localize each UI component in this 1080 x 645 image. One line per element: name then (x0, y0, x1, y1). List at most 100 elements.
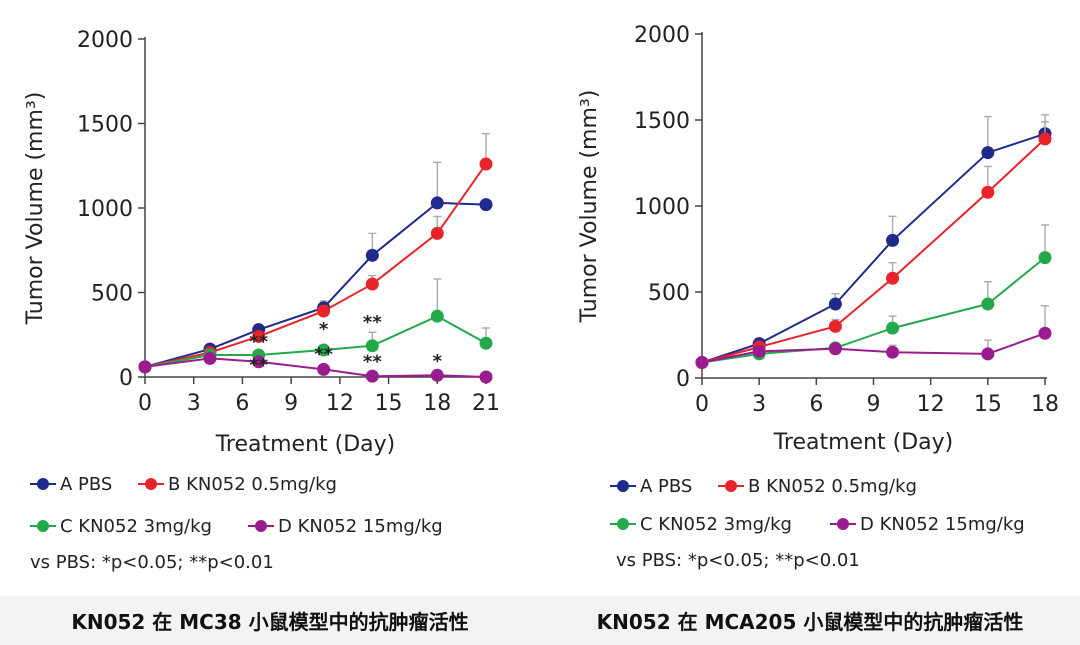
significance-marker: ** (249, 355, 268, 376)
legend-marker (145, 478, 157, 490)
x-tick-label: 6 (809, 392, 823, 417)
x-tick-label: 3 (187, 391, 201, 416)
legend-item-c: C KN052 3mg/kg (30, 516, 212, 537)
data-point (479, 198, 493, 212)
data-point (479, 370, 493, 384)
y-tick-label: 1000 (634, 195, 690, 220)
series-line (701, 132, 1046, 364)
data-point (981, 185, 995, 199)
series-a (138, 161, 493, 374)
data-point (203, 351, 217, 365)
legend-item-d: D KN052 15mg/kg (830, 514, 1025, 535)
y-tick-label: 2000 (77, 28, 133, 53)
data-point (1038, 326, 1052, 340)
significance-marker: * (319, 319, 329, 340)
x-tick-label: 0 (695, 392, 709, 417)
data-point (365, 248, 379, 262)
data-point (981, 146, 995, 160)
series-d (138, 351, 493, 384)
caption-mca205: KN052 在 MCA205 小鼠模型中的抗肿瘤活性 (596, 610, 1024, 634)
data-point (886, 321, 900, 335)
data-point (828, 319, 842, 333)
y-tick-label: 0 (119, 366, 133, 391)
legend-marker (37, 520, 49, 532)
data-point (317, 304, 331, 318)
x-tick-label: 0 (138, 391, 152, 416)
data-point (430, 309, 444, 323)
data-point (1038, 132, 1052, 146)
data-point (252, 355, 266, 369)
data-point (981, 297, 995, 311)
legend-marker (725, 480, 737, 492)
legend-label: B KN052 0.5mg/kg (168, 474, 337, 495)
y-tick-label: 2000 (634, 23, 690, 48)
legend-item-b: B KN052 0.5mg/kg (718, 476, 917, 497)
data-point (365, 277, 379, 291)
data-point (1038, 251, 1052, 265)
legend-item-a: A PBS (610, 476, 692, 497)
legend-marker (255, 520, 267, 532)
data-point (317, 343, 331, 357)
data-point (886, 345, 900, 359)
x-tick-label: 15 (375, 391, 403, 416)
significance-note: vs PBS: *p<0.05; **p<0.01 (30, 552, 274, 573)
data-point (479, 157, 493, 171)
data-point (365, 339, 379, 353)
significance-note: vs PBS: *p<0.05; **p<0.01 (616, 550, 860, 571)
legend-label: C KN052 3mg/kg (640, 514, 792, 535)
x-axis-label: Treatment (Day) (215, 432, 396, 457)
data-point (828, 342, 842, 356)
x-tick-label: 15 (974, 392, 1002, 417)
series-line (701, 256, 1046, 364)
x-tick-label: 3 (752, 392, 766, 417)
data-point (479, 336, 493, 350)
y-tick-label: 1500 (77, 113, 133, 138)
series-d (695, 305, 1052, 370)
data-point (317, 362, 331, 376)
y-tick-label: 1500 (634, 109, 690, 134)
x-axis-label: Treatment (Day) (773, 430, 954, 455)
x-tick-label: 12 (326, 391, 354, 416)
series-a (695, 114, 1052, 370)
legend-label: C KN052 3mg/kg (60, 516, 212, 537)
series-b (695, 121, 1052, 370)
legend-label: D KN052 15mg/kg (278, 516, 443, 537)
significance-marker: ** (314, 344, 333, 365)
chart-panel-mca205: 0 500 1000 1500 2000 0 3 6 9 12 15 18 Tumor Volume (… (540, 0, 1080, 596)
data-point (365, 369, 379, 383)
series-line (144, 163, 487, 368)
legend-label: A PBS (640, 476, 692, 497)
caption-mc38: KN052 在 MC38 小鼠模型中的抗肿瘤活性 (71, 610, 469, 634)
y-tick-label: 500 (91, 282, 133, 307)
data-point (828, 297, 842, 311)
significance-marker: * (433, 351, 443, 372)
data-point (430, 226, 444, 240)
x-tick-label: 18 (1031, 392, 1059, 417)
x-tick-label: 6 (235, 391, 249, 416)
legend-marker (37, 478, 49, 490)
data-point (430, 196, 444, 210)
data-point (981, 347, 995, 361)
data-point (886, 233, 900, 247)
y-axis-label: Tumor Volume (mm³) (577, 90, 602, 324)
y-tick-label: 0 (676, 367, 690, 392)
chart-mca205: 0 500 1000 1500 2000 0 3 6 9 12 15 18 Tumor Volume (… (577, 23, 1059, 571)
series-line (701, 138, 1046, 364)
legend-label: B KN052 0.5mg/kg (748, 476, 917, 497)
legend-item-d: D KN052 15mg/kg (248, 516, 443, 537)
significance-marker: ** (249, 331, 268, 352)
x-tick-label: 12 (917, 392, 945, 417)
data-point (252, 329, 266, 343)
series-b (138, 132, 493, 374)
data-point (430, 368, 444, 382)
x-tick-label: 18 (423, 391, 451, 416)
legend-marker (617, 480, 629, 492)
significance-marker: ** (363, 352, 382, 373)
series-line (701, 332, 1046, 364)
legend-label: D KN052 15mg/kg (860, 514, 1025, 535)
legend-item-c: C KN052 3mg/kg (610, 514, 792, 535)
legend-item-a: A PBS (30, 474, 112, 495)
y-axis-label: Tumor Volume (mm³) (23, 92, 48, 326)
chart-panel-mc38: 0 500 1000 1500 2000 0 3 6 9 12 15 18 21 Tumor Volume… (0, 0, 540, 596)
data-point (138, 360, 152, 374)
